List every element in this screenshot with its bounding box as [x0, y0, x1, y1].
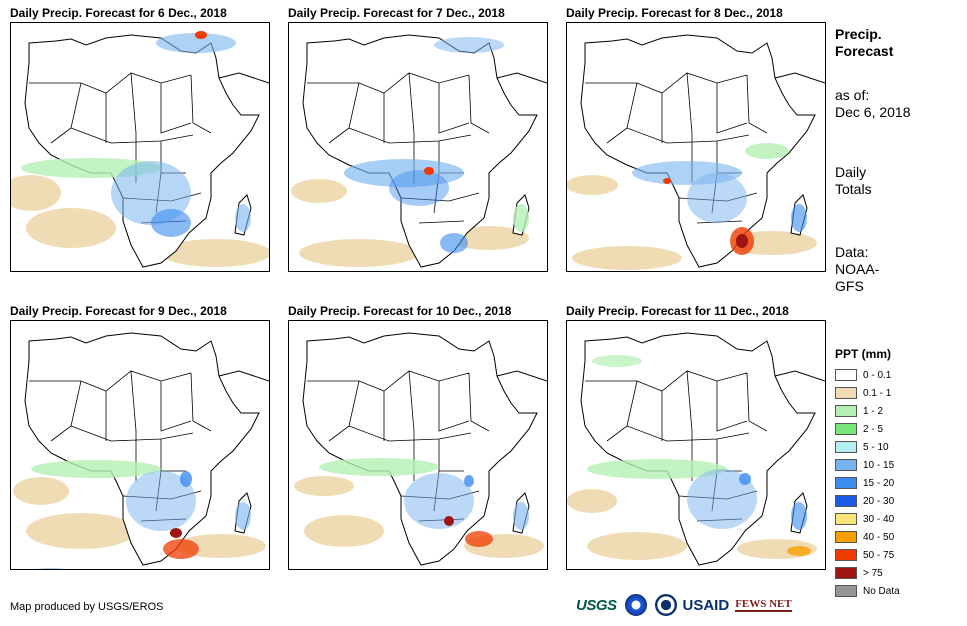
legend-label: 1 - 2 — [863, 405, 884, 417]
panel-title: Daily Precip. Forecast for 8 Dec., 2018 — [566, 6, 783, 20]
legend-item: 2 - 5 — [835, 420, 900, 438]
legend-swatch — [835, 477, 857, 489]
sidebar-title: Precip. Forecast — [835, 26, 893, 60]
legend-item: 30 - 40 — [835, 510, 900, 528]
legend-item: 20 - 30 — [835, 492, 900, 510]
legend-item: No Data — [835, 582, 900, 600]
legend-swatch — [835, 405, 857, 417]
panel-title: Daily Precip. Forecast for 11 Dec., 2018 — [566, 304, 789, 318]
legend-item: 10 - 15 — [835, 456, 900, 474]
asof-label: as of: — [835, 87, 870, 103]
forecast-panel-dec10: Daily Precip. Forecast for 10 Dec., 2018 — [288, 302, 548, 570]
fews-net-logo: FEWS NET — [735, 598, 792, 612]
sidebar-title-line2: Forecast — [835, 43, 894, 59]
precip-map — [288, 320, 548, 570]
precip-map — [288, 22, 548, 272]
legend-label: No Data — [863, 585, 900, 597]
legend-swatch — [835, 513, 857, 525]
panel-title: Daily Precip. Forecast for 7 Dec., 2018 — [288, 6, 505, 20]
legend-swatch — [835, 549, 857, 561]
legend-label: 50 - 75 — [863, 549, 895, 561]
noaa-logo-icon — [624, 594, 647, 616]
map-credit: Map produced by USGS/EROS — [10, 601, 164, 613]
sidebar-asof: as of: Dec 6, 2018 — [835, 87, 911, 121]
legend-swatch — [835, 495, 857, 507]
legend-swatch — [835, 369, 857, 381]
legend-item: 0.1 - 1 — [835, 384, 900, 402]
data-line1: Data: — [835, 244, 869, 260]
usgs-logo: USGS — [576, 596, 617, 614]
legend-swatch — [835, 387, 857, 399]
legend-label: 5 - 10 — [863, 441, 889, 453]
legend-item: 40 - 50 — [835, 528, 900, 546]
legend-swatch — [835, 423, 857, 435]
legend: 0 - 0.1 0.1 - 1 1 - 2 2 - 5 5 - 10 10 - 15 15 … — [835, 366, 900, 600]
legend-label: 40 - 50 — [863, 531, 895, 543]
asof-date: Dec 6, 2018 — [835, 104, 911, 120]
forecast-panel-dec8: Daily Precip. Forecast for 8 Dec., 2018 — [566, 4, 826, 272]
legend-swatch — [835, 441, 857, 453]
panel-title: Daily Precip. Forecast for 6 Dec., 2018 — [10, 6, 227, 20]
legend-label: 0.1 - 1 — [863, 387, 892, 399]
legend-swatch — [835, 531, 857, 543]
data-line3: GFS — [835, 278, 864, 294]
legend-swatch — [835, 585, 857, 597]
legend-item: 0 - 0.1 — [835, 366, 900, 384]
logo-strip: USGS USAID FEWS NET — [576, 592, 792, 618]
legend-label: 0 - 0.1 — [863, 369, 892, 381]
legend-label: 20 - 30 — [863, 495, 895, 507]
sidebar-data-source: Data: NOAA- GFS — [835, 244, 879, 295]
forecast-panel-dec7: Daily Precip. Forecast for 7 Dec., 2018 — [288, 4, 548, 272]
usaid-seal-icon — [654, 594, 677, 616]
totals-line1: Daily — [835, 164, 867, 180]
usaid-logo: USAID — [682, 596, 730, 614]
legend-swatch — [835, 459, 857, 471]
forecast-panel-dec11: Daily Precip. Forecast for 11 Dec., 2018 — [566, 302, 826, 570]
forecast-panel-dec6: Daily Precip. Forecast for 6 Dec., 2018 — [10, 4, 270, 272]
forecast-panel-dec9: Daily Precip. Forecast for 9 Dec., 2018 — [10, 302, 270, 570]
legend-item: > 75 — [835, 564, 900, 582]
precip-map — [566, 320, 826, 570]
legend-swatch — [835, 567, 857, 579]
legend-label: 10 - 15 — [863, 459, 895, 471]
sidebar-totals: Daily Totals — [835, 164, 872, 198]
legend-title: PPT (mm) — [835, 347, 892, 361]
legend-item: 1 - 2 — [835, 402, 900, 420]
precip-map — [10, 22, 270, 272]
legend-item: 15 - 20 — [835, 474, 900, 492]
totals-line2: Totals — [835, 181, 872, 197]
legend-label: 2 - 5 — [863, 423, 884, 435]
data-line2: NOAA- — [835, 261, 880, 277]
sidebar-title-line1: Precip. — [835, 26, 882, 42]
legend-label: 30 - 40 — [863, 513, 895, 525]
panel-title: Daily Precip. Forecast for 9 Dec., 2018 — [10, 304, 227, 318]
precip-map — [566, 22, 826, 272]
legend-item: 50 - 75 — [835, 546, 900, 564]
precip-map — [10, 320, 270, 570]
legend-label: 15 - 20 — [863, 477, 895, 489]
panel-title: Daily Precip. Forecast for 10 Dec., 2018 — [288, 304, 512, 318]
legend-item: 5 - 10 — [835, 438, 900, 456]
legend-label: > 75 — [863, 567, 883, 579]
